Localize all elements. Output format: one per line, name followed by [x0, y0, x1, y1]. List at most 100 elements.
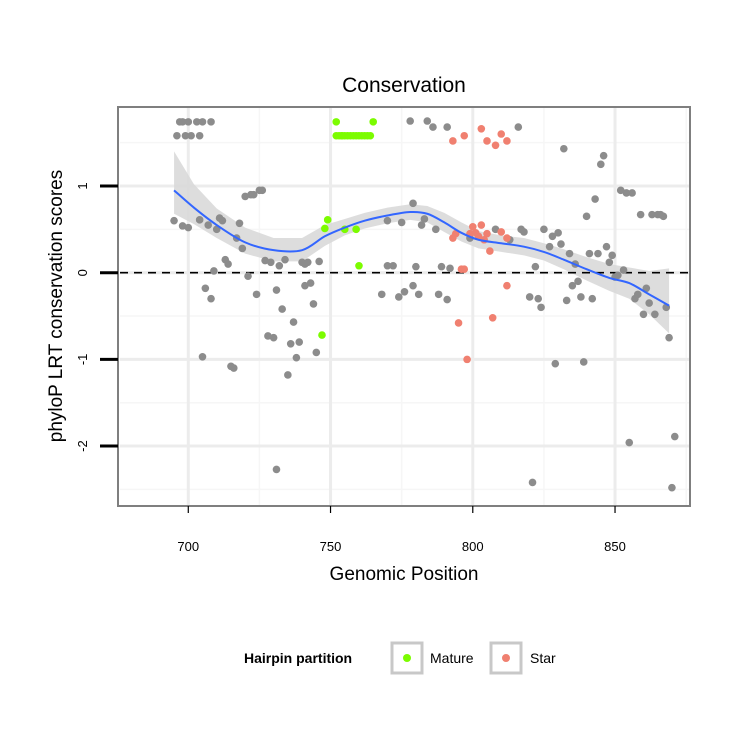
point-other — [622, 189, 631, 197]
plot-panel — [117, 106, 691, 507]
point-other — [210, 267, 218, 275]
point-star — [477, 125, 486, 133]
legend-label-star: Star — [530, 650, 556, 666]
point-other — [170, 216, 178, 225]
point-other — [514, 123, 523, 131]
point-other — [545, 242, 554, 251]
point-star — [497, 130, 506, 138]
point-other — [557, 240, 565, 248]
y-tick-label: -1 — [75, 354, 90, 366]
confidence-band — [174, 151, 670, 334]
point-other — [258, 186, 267, 195]
point-other — [554, 229, 562, 237]
point-other — [597, 160, 605, 169]
point-star — [486, 247, 494, 255]
point-mature — [318, 331, 326, 339]
point-other — [400, 287, 409, 296]
x-tick-label: 750 — [320, 539, 342, 554]
point-other — [568, 281, 577, 290]
point-other — [301, 281, 309, 290]
point-other — [668, 483, 676, 492]
point-other — [520, 228, 528, 236]
y-tick-label: 0 — [75, 269, 90, 276]
point-other — [633, 290, 642, 299]
point-other — [235, 219, 244, 228]
point-other — [616, 186, 625, 195]
point-star — [460, 131, 469, 140]
point-other — [594, 249, 602, 258]
point-other — [602, 242, 611, 251]
x-axis: 700 750 800 850 — [177, 506, 626, 554]
point-other — [659, 212, 668, 221]
point-other — [437, 262, 446, 271]
point-other — [423, 117, 432, 125]
point-star — [454, 319, 463, 327]
point-other — [244, 272, 252, 280]
plot-area — [117, 106, 691, 507]
point-other — [577, 293, 585, 301]
point-other — [443, 123, 451, 131]
point-other — [562, 296, 571, 305]
confidence-band-area — [174, 151, 670, 334]
point-other — [431, 225, 440, 234]
point-other — [181, 131, 190, 140]
point-other — [207, 118, 215, 126]
legend-key-mature — [390, 641, 424, 675]
point-star — [460, 265, 469, 274]
point-other — [187, 131, 195, 140]
point-other — [651, 310, 659, 319]
point-other — [269, 333, 278, 342]
point-other — [309, 300, 318, 308]
point-other — [303, 258, 312, 267]
point-other — [389, 261, 397, 270]
point-other — [275, 261, 284, 270]
point-other — [551, 359, 560, 368]
point-other — [619, 266, 628, 274]
grid-lines — [120, 108, 689, 505]
point-other — [409, 199, 417, 208]
x-axis-title: Genomic Position — [330, 564, 479, 585]
y-axis: -2 -1 0 1 — [75, 182, 118, 452]
point-other — [614, 271, 622, 280]
point-other — [184, 223, 193, 232]
point-other — [670, 432, 679, 441]
point-other — [252, 290, 261, 299]
point-other — [412, 262, 420, 271]
point-other — [409, 281, 417, 290]
y-tick-label: 1 — [75, 182, 90, 189]
point-star — [491, 141, 500, 150]
point-other — [230, 364, 238, 372]
legend-swatch-star — [502, 654, 510, 662]
point-star — [503, 137, 511, 145]
point-star — [483, 229, 491, 238]
point-star — [477, 221, 486, 229]
point-star — [463, 355, 471, 364]
point-mature — [355, 261, 363, 270]
point-mature — [332, 118, 341, 126]
point-other — [528, 478, 537, 487]
point-mature — [338, 131, 346, 140]
point-other — [195, 216, 204, 224]
point-other — [537, 303, 545, 312]
point-other — [289, 318, 298, 326]
point-mature — [369, 118, 378, 126]
point-other — [531, 262, 540, 271]
point-other — [585, 249, 594, 258]
point-other — [582, 212, 591, 221]
point-star — [488, 313, 497, 322]
point-star — [503, 281, 511, 290]
point-other — [312, 348, 321, 357]
point-other — [198, 352, 207, 361]
point-other — [184, 118, 193, 126]
point-mature — [323, 216, 332, 224]
point-other — [591, 195, 599, 203]
point-other — [201, 284, 210, 293]
point-other — [281, 255, 289, 264]
point-other — [446, 264, 454, 273]
smooth-line — [173, 189, 670, 307]
legend-title: Hairpin partition — [244, 650, 352, 666]
point-other — [207, 294, 215, 303]
point-other — [599, 151, 608, 160]
point-other — [608, 251, 616, 260]
legend-label-mature: Mature — [430, 650, 474, 666]
